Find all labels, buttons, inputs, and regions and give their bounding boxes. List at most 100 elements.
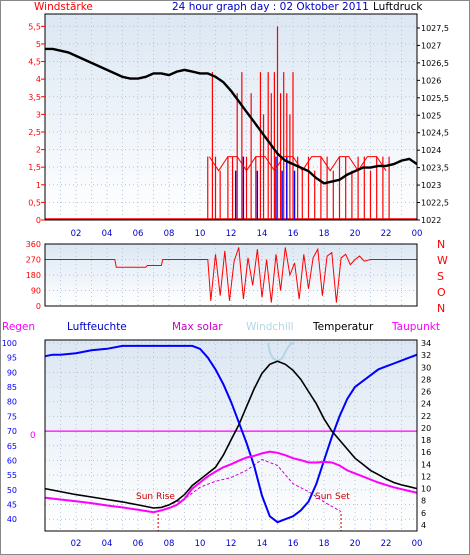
legend-temperature: Temperatur: [312, 321, 374, 333]
temperature-tick-label: 30: [421, 363, 431, 372]
panel-3-x-ticks: 02 04 06 08 10 12 14 16 18 20 22 00: [71, 539, 423, 549]
hour-tick-label: 10: [195, 229, 206, 239]
humidity-axis-ticks: 40 45 50 55 60 65 70 75 80 85 90 95 100: [2, 339, 17, 524]
hour-tick-label: 06: [133, 229, 144, 239]
wind-tick-label: 2: [36, 146, 41, 155]
legend-dewpoint: Taupunkt: [391, 321, 440, 333]
temperature-tick-label: 8: [421, 497, 426, 506]
wind-tick-label: 5,5: [28, 22, 41, 31]
wind-tick-label: 3,5: [28, 93, 41, 102]
chart-title: 24 hour graph day : 02 Oktober 2011: [172, 1, 369, 13]
wind-tick-label: 1: [36, 181, 41, 190]
temperature-tick-label: 32: [421, 351, 431, 360]
sun-set-label: Sun Set: [315, 492, 350, 502]
humidity-tick-label: 90: [7, 368, 17, 377]
temperature-line: [44, 360, 418, 509]
legend-max-solar: Max solar: [172, 321, 223, 333]
hour-tick-label: 04: [102, 229, 113, 239]
humidity-tick-label: 70: [7, 427, 17, 436]
direction-tick-label: 360: [26, 240, 41, 249]
humidity-tick-label: 45: [7, 501, 17, 510]
direction-tick-label: 270: [26, 256, 41, 265]
hour-tick-label: 10: [195, 539, 206, 549]
hour-tick-label: 14: [257, 539, 268, 549]
hour-tick-label: 00: [412, 539, 423, 549]
pressure-tick-label: 1024: [421, 146, 441, 155]
temperature-tick-label: 28: [421, 375, 431, 384]
hour-tick-label: 22: [381, 539, 392, 549]
wind-tick-label: 4,5: [28, 58, 41, 67]
wind-tick-label: 2,5: [28, 128, 41, 137]
hour-tick-label: 18: [319, 229, 330, 239]
wind-tick-label: 1,5: [28, 163, 41, 172]
legend-windchill: Windchill: [246, 321, 294, 333]
humidity-tick-label: 80: [7, 398, 17, 407]
compass-label: O: [437, 286, 446, 299]
pressure-tick-label: 1023: [421, 181, 441, 190]
panel-3-frame: [44, 339, 418, 532]
humidity-tick-label: 85: [7, 383, 17, 392]
humidity-tick-label: 75: [7, 412, 17, 421]
compass-label: N: [437, 238, 445, 251]
wind-tick-label: 0,5: [28, 198, 41, 207]
hour-tick-label: 20: [350, 229, 361, 239]
pressure-tick-label: 1022,5: [421, 199, 449, 208]
panel-2-frame: [44, 243, 418, 307]
humidity-tick-label: 40: [7, 515, 17, 524]
hour-tick-label: 12: [226, 229, 237, 239]
temperature-tick-label: 20: [421, 424, 431, 433]
panel-temperature-humidity: 0 Sun Rise Sun Set 40 45 50 55 60 65 70 75 80 85 9…: [2, 339, 431, 549]
hour-tick-label: 00: [412, 229, 423, 239]
rain-marker: 0: [30, 431, 36, 441]
pressure-tick-label: 1024,5: [421, 129, 449, 138]
direction-tick-label: 0: [36, 302, 41, 311]
panel-2-background: [45, 244, 417, 306]
hour-tick-label: 06: [133, 539, 144, 549]
humidity-tick-label: 100: [2, 339, 17, 348]
dewpoint-line: [44, 450, 418, 514]
wind-direction-line: [45, 247, 417, 303]
wind-axis-ticks: 0 0,5 1 1,5 2 2,5 3 3,5 4 4,5 5 5,5: [28, 22, 45, 225]
humidity-tick-label: 60: [7, 456, 17, 465]
hour-tick-label: 08: [164, 539, 175, 549]
temperature-tick-label: 14: [421, 460, 431, 469]
pressure-axis-title: Luftdruck: [373, 1, 423, 13]
humidity-tick-label: 55: [7, 471, 17, 480]
temperature-axis-ticks: 4 6 8 10 12 14 16 18 20 22 24 26 28 30 32 34: [421, 339, 431, 530]
humidity-tick-label: 95: [7, 354, 17, 363]
sun-rise-label: Sun Rise: [136, 492, 175, 502]
pressure-tick-label: 1026,5: [421, 59, 449, 68]
hour-tick-label: 12: [226, 539, 237, 549]
wind-tick-label: 4: [36, 75, 41, 84]
pressure-tick-label: 1025,5: [421, 94, 449, 103]
temperature-tick-label: 24: [421, 400, 431, 409]
hour-tick-label: 14: [257, 229, 268, 239]
hour-tick-label: 02: [71, 229, 82, 239]
hour-tick-label: 20: [350, 539, 361, 549]
hour-tick-label: 18: [319, 539, 330, 549]
pressure-tick-label: 1025: [421, 111, 441, 120]
legend-rain: Regen: [2, 321, 35, 333]
hour-tick-label: 04: [102, 539, 113, 549]
panel-1-frame: [44, 13, 418, 221]
compass-label: N: [437, 302, 445, 315]
temperature-tick-label: 18: [421, 436, 431, 445]
direction-tick-label: 180: [26, 271, 41, 280]
compass-label: W: [437, 254, 448, 267]
pressure-tick-label: 1023,5: [421, 164, 449, 173]
temperature-tick-label: 12: [421, 472, 431, 481]
hour-tick-label: 02: [71, 539, 82, 549]
temperature-tick-label: 10: [421, 485, 431, 494]
hour-tick-label: 08: [164, 229, 175, 239]
pressure-line: [45, 47, 418, 185]
wind-tick-label: 3: [36, 110, 41, 119]
temperature-tick-label: 26: [421, 388, 431, 397]
wind-speed-steps: [208, 156, 387, 172]
temperature-tick-label: 22: [421, 412, 431, 421]
legend-humidity: Luftfeuchte: [67, 321, 127, 333]
pressure-tick-label: 1027: [421, 41, 441, 50]
hour-tick-label: 16: [288, 539, 299, 549]
